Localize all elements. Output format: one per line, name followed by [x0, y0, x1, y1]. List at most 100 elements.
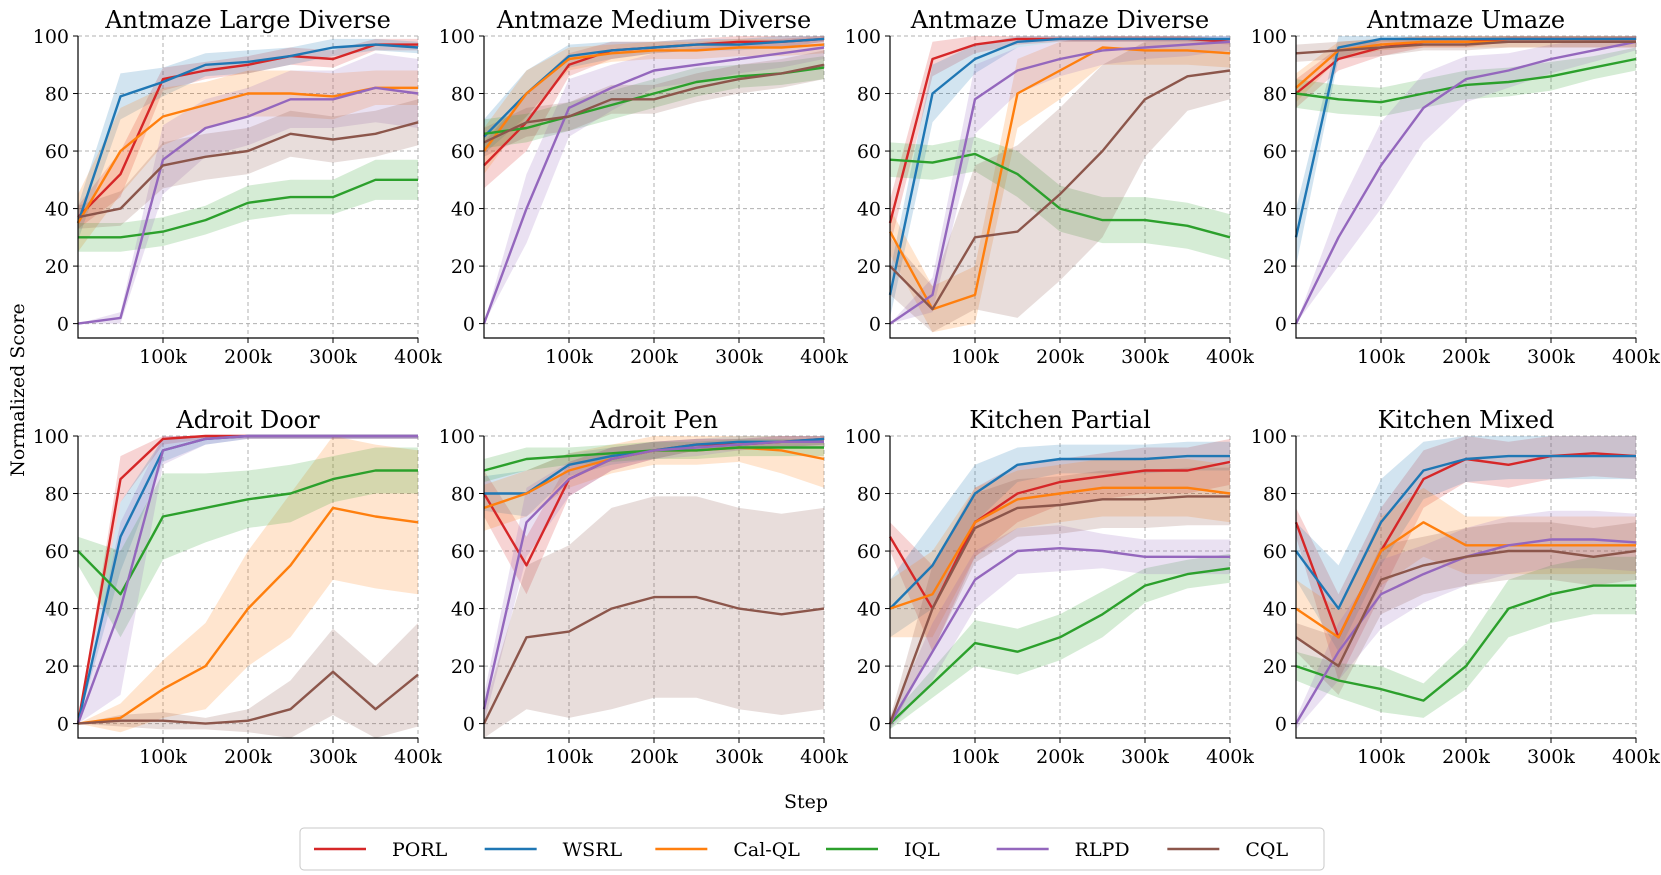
band-porl: [484, 36, 824, 189]
y-tick-label: 60: [45, 141, 69, 163]
band-cal-ql: [1296, 487, 1636, 667]
series-line-iql: [889, 567, 1231, 725]
band-iql: [78, 447, 418, 638]
x-tick-label: 200k: [1442, 746, 1490, 768]
subplot-adroit-door: 0 20 40 60 80 100 100k 200k 300k 400k Adroit Door: [33, 406, 443, 768]
y-tick-label: 0: [57, 314, 69, 336]
axes-spine: [889, 36, 1230, 339]
subplot-antmaze-large-diverse: 0 20 40 60 80 100 100k 200k 300k 400k Antmaze Larg…: [33, 6, 443, 368]
y-tick-label: 100: [845, 26, 881, 48]
axes-spine: [1295, 36, 1636, 339]
subplot-antmaze-umaze: 0 20 40 60 80 100 100k 200k 300k 400k Antmaze Umaz…: [1251, 6, 1661, 368]
x-tick-label: 300k: [309, 746, 357, 768]
band-wsrl: [890, 441, 1230, 638]
legend-label: WSRL: [563, 839, 623, 861]
y-tick-label: 80: [857, 484, 881, 506]
subplot-title: Kitchen Partial: [969, 406, 1151, 434]
series-line-wsrl: [76, 43, 419, 224]
y-tick-label: 20: [1263, 656, 1287, 678]
y-tick-label: 80: [451, 484, 475, 506]
x-tick-label: 400k: [394, 346, 442, 368]
subplot-title: Adroit Door: [175, 406, 320, 434]
axes-spine: [483, 36, 824, 339]
subplot-title: Kitchen Mixed: [1378, 406, 1555, 434]
band-rlpd: [890, 525, 1230, 730]
series-line-cql: [77, 121, 419, 219]
band-iql: [1296, 47, 1636, 117]
series-line-cql: [1295, 40, 1636, 55]
series-line-rlpd: [482, 440, 824, 710]
x-tick-label: 200k: [1036, 746, 1084, 768]
x-tick-label: 300k: [309, 346, 357, 368]
x-tick-label: 300k: [715, 346, 763, 368]
legend-item-rlpd: RLPD: [996, 839, 1130, 861]
y-tick-label: 80: [45, 84, 69, 106]
y-tick-label: 40: [857, 199, 881, 221]
y-tick-label: 40: [451, 199, 475, 221]
series-line-iql: [889, 152, 1231, 239]
y-tick-label: 20: [45, 656, 69, 678]
y-tick-label: 20: [45, 256, 69, 278]
y-tick-label: 100: [33, 26, 69, 48]
subplot-grid: 0 20 40 60 80 100 100k 200k 300k 400k Antmaze Larg…: [33, 6, 1661, 768]
y-tick-label: 20: [857, 256, 881, 278]
y-tick-label: 40: [451, 599, 475, 621]
y-tick-label: 80: [45, 484, 69, 506]
band-cql: [78, 623, 418, 738]
x-tick-label: 200k: [224, 346, 272, 368]
band-iql: [78, 159, 418, 252]
band-rlpd: [1296, 36, 1636, 324]
x-tick-label: 400k: [800, 346, 848, 368]
axes-spine: [889, 436, 1230, 739]
band-cql: [78, 99, 418, 229]
y-tick-label: 20: [451, 656, 475, 678]
series-line-cal-ql: [77, 506, 419, 725]
legend-frame: [299, 827, 1325, 871]
band-cql: [1296, 522, 1636, 695]
band-rlpd: [1296, 510, 1636, 730]
x-tick-label: 100k: [139, 346, 187, 368]
axes-spine: [483, 436, 824, 739]
series-line-cal-ql: [1295, 521, 1636, 639]
x-tick-label: 300k: [1527, 746, 1575, 768]
y-tick-label: 20: [1263, 256, 1287, 278]
subplot-title: Antmaze Large Diverse: [104, 6, 391, 34]
y-tick-label: 0: [463, 714, 475, 736]
band-iql: [890, 136, 1230, 261]
band-cal-ql: [890, 36, 1230, 333]
y-tick-label: 80: [1263, 484, 1287, 506]
legend-item-cal-ql: Cal-QL: [655, 839, 800, 861]
legend-label: Cal-QL: [733, 839, 800, 861]
band-cql: [484, 496, 824, 738]
y-tick-label: 0: [1275, 314, 1287, 336]
subplot-adroit-pen: 0 20 40 60 80 100 100k 200k 300k 400k Adroit Pen: [439, 406, 849, 768]
y-tick-label: 100: [1251, 426, 1287, 448]
x-tick-label: 100k: [951, 746, 999, 768]
series-line-cql: [1295, 549, 1637, 668]
series-line-iql: [78, 178, 418, 239]
series-line-wsrl: [1295, 454, 1636, 610]
series-line-cal-ql: [889, 486, 1231, 610]
y-tick-label: 0: [869, 314, 881, 336]
x-tick-label: 300k: [715, 746, 763, 768]
y-tick-label: 80: [857, 84, 881, 106]
y-tick-label: 0: [1275, 714, 1287, 736]
legend: PORL WSRL Cal-QL IQL RLPD CQL: [299, 827, 1325, 871]
x-tick-label: 400k: [1612, 746, 1660, 768]
series-line-rlpd: [76, 434, 418, 725]
band-porl: [78, 38, 418, 229]
x-tick-label: 100k: [545, 346, 593, 368]
y-tick-label: 60: [1263, 541, 1287, 563]
series-line-cql: [482, 595, 825, 725]
x-tick-label: 400k: [1612, 346, 1660, 368]
x-tick-label: 200k: [630, 346, 678, 368]
x-tick-label: 200k: [1036, 346, 1084, 368]
band-wsrl: [1296, 436, 1636, 652]
legend-label: PORL: [392, 839, 448, 861]
band-iql: [484, 438, 824, 482]
subplot-antmaze-umaze-diverse: 0 20 40 60 80 100 100k 200k 300k 400k Antmaze Umaz…: [845, 6, 1255, 368]
series-line-cal-ql: [483, 43, 825, 152]
y-tick-label: 100: [439, 426, 475, 448]
y-tick-label: 40: [1263, 599, 1287, 621]
